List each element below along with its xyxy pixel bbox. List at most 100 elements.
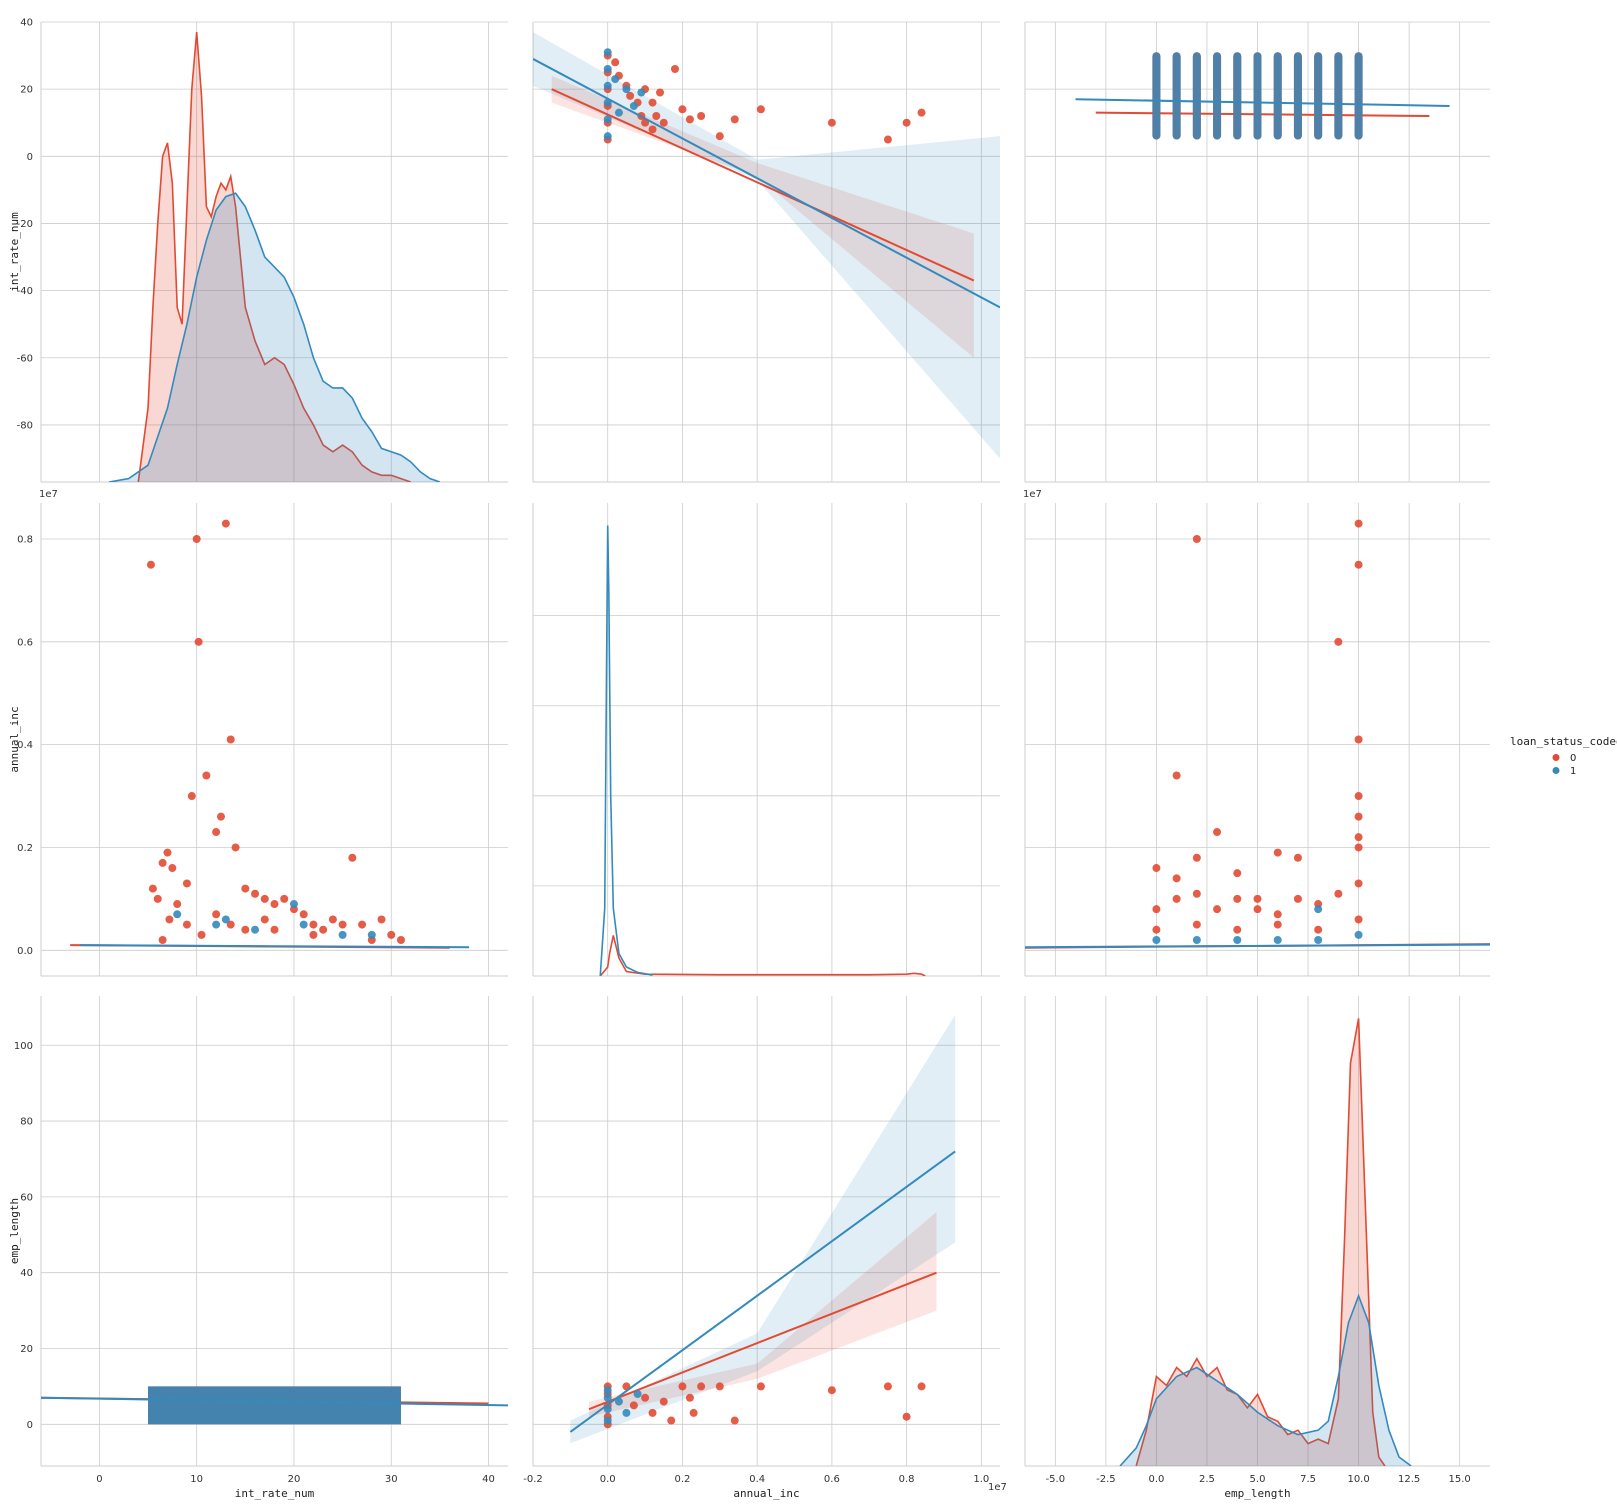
scatter-point-0 <box>1253 905 1262 914</box>
scatter-point-0 <box>1334 637 1343 646</box>
x-tick-label: -0.2 <box>523 1474 543 1485</box>
scatter-point-1 <box>637 88 646 97</box>
scatter-point-0 <box>1354 879 1363 888</box>
regression-line-1 <box>41 1396 508 1407</box>
scatter-point-0 <box>358 920 367 929</box>
scatter-point-0 <box>338 920 347 929</box>
x-tick-label: 30 <box>385 1474 398 1485</box>
x-tick-label: 40 <box>482 1474 495 1485</box>
scatter-point-0 <box>309 920 318 929</box>
scatter-point-0 <box>715 1382 724 1391</box>
scatter-point-0 <box>626 91 635 100</box>
plot-area <box>1119 1018 1412 1466</box>
scatter-point-0 <box>1192 920 1201 929</box>
scatter-point-0 <box>689 1408 698 1417</box>
density-line-0 <box>599 935 926 976</box>
point-band-1 <box>148 1386 401 1425</box>
scatter-point-0 <box>827 1386 836 1395</box>
point-column-1 <box>1253 52 1262 140</box>
scatter-point-0 <box>670 65 679 74</box>
scatter-point-0 <box>309 930 318 939</box>
x-axis-label: emp_length <box>1224 1487 1290 1500</box>
scatter-point-0 <box>387 930 396 939</box>
y-axis-label: emp_length <box>8 1198 21 1264</box>
y-tick-label: 40 <box>20 1268 33 1279</box>
scatter-point-0 <box>1233 925 1242 934</box>
scatter-point-0 <box>251 889 260 898</box>
scatter-point-0 <box>1314 925 1323 934</box>
point-column-1 <box>1314 52 1323 140</box>
scatter-point-0 <box>648 125 657 134</box>
panel-int_rate_num-vs-annual_inc: 0.0 0.2 0.4 0.6 0.8 1e7 annual_inc <box>8 489 508 977</box>
scatter-point-0 <box>1273 920 1282 929</box>
scatter-point-0 <box>641 1393 650 1402</box>
scatter-point-0 <box>685 115 694 124</box>
scatter-point-0 <box>629 1401 638 1410</box>
scatter-point-0 <box>1293 853 1302 862</box>
scatter-point-1 <box>1314 905 1323 914</box>
scatter-point-1 <box>1152 936 1161 945</box>
scatter-point-0 <box>1354 735 1363 744</box>
scatter-point-1 <box>603 1386 612 1395</box>
plot-area <box>1025 519 1490 949</box>
scatter-point-0 <box>883 135 892 144</box>
confidence-band-0 <box>551 75 974 358</box>
legend-marker-0 <box>1552 754 1560 761</box>
y-tick-label: -40 <box>17 286 33 297</box>
scatter-point-1 <box>629 101 638 110</box>
y-tick-label: -20 <box>17 219 33 230</box>
scatter-point-0 <box>328 915 337 924</box>
scatter-point-0 <box>1213 828 1222 837</box>
point-column-1 <box>1334 52 1343 140</box>
x-tick-label: 0.0 <box>1148 1474 1164 1485</box>
scatter-point-0 <box>652 112 661 121</box>
scatter-point-0 <box>902 118 911 127</box>
scatter-point-0 <box>1253 894 1262 903</box>
x-tick-label: 0.0 <box>600 1474 616 1485</box>
x-tick-label: 0.4 <box>749 1474 765 1485</box>
confidence-band-1 <box>533 32 1000 459</box>
x-axis-label: int_rate_num <box>235 1487 315 1500</box>
scatter-point-1 <box>221 915 230 924</box>
point-column-1 <box>1192 52 1201 140</box>
panel-annual_inc-vs-int_rate_num <box>532 21 1000 483</box>
scatter-point-0 <box>197 930 206 939</box>
regression-line-1 <box>533 58 1000 309</box>
scatter-point-0 <box>756 1382 765 1391</box>
scatter-point-0 <box>685 1393 694 1402</box>
scatter-point-0 <box>1152 905 1161 914</box>
x-axis-label: annual_inc <box>733 1487 799 1500</box>
panel-int_rate_num-diagonal: 40 20 0 -20 -40 -60 -80 int_rate_num <box>8 18 508 483</box>
scatter-point-0 <box>348 853 357 862</box>
scatter-point-0 <box>226 920 235 929</box>
scatter-point-0 <box>158 936 167 945</box>
x-tick-label: 5.0 <box>1250 1474 1266 1485</box>
scatter-point-1 <box>603 115 612 124</box>
point-column-1 <box>1293 52 1302 140</box>
y-tick-label: 0.6 <box>17 637 33 648</box>
scatter-point-0 <box>917 108 926 117</box>
regression-line-1 <box>79 944 470 949</box>
scatter-point-0 <box>165 915 174 924</box>
point-column-1 <box>1172 52 1181 140</box>
x-tick-label: 10 <box>190 1474 203 1485</box>
scatter-point-1 <box>1273 936 1282 945</box>
x-tick-label: 10.0 <box>1347 1474 1369 1485</box>
scatter-point-0 <box>1273 910 1282 919</box>
x-tick-label: -2.5 <box>1096 1474 1116 1485</box>
x-tick-label: 12.5 <box>1398 1474 1420 1485</box>
scatter-point-0 <box>730 1416 739 1425</box>
scatter-point-0 <box>1293 894 1302 903</box>
scatter-point-1 <box>622 1408 631 1417</box>
regression-line-1 <box>1075 98 1450 107</box>
scatter-point-0 <box>319 925 328 934</box>
regression-line-0 <box>588 1271 937 1411</box>
y-scale-label: 1e7 <box>1023 489 1042 500</box>
scatter-point-0 <box>827 118 836 127</box>
scatter-point-1 <box>603 65 612 74</box>
scatter-point-0 <box>212 910 221 919</box>
scatter-point-1 <box>603 81 612 90</box>
y-tick-label: 0.2 <box>17 843 33 854</box>
scatter-point-0 <box>1354 915 1363 924</box>
scatter-point-0 <box>697 112 706 121</box>
